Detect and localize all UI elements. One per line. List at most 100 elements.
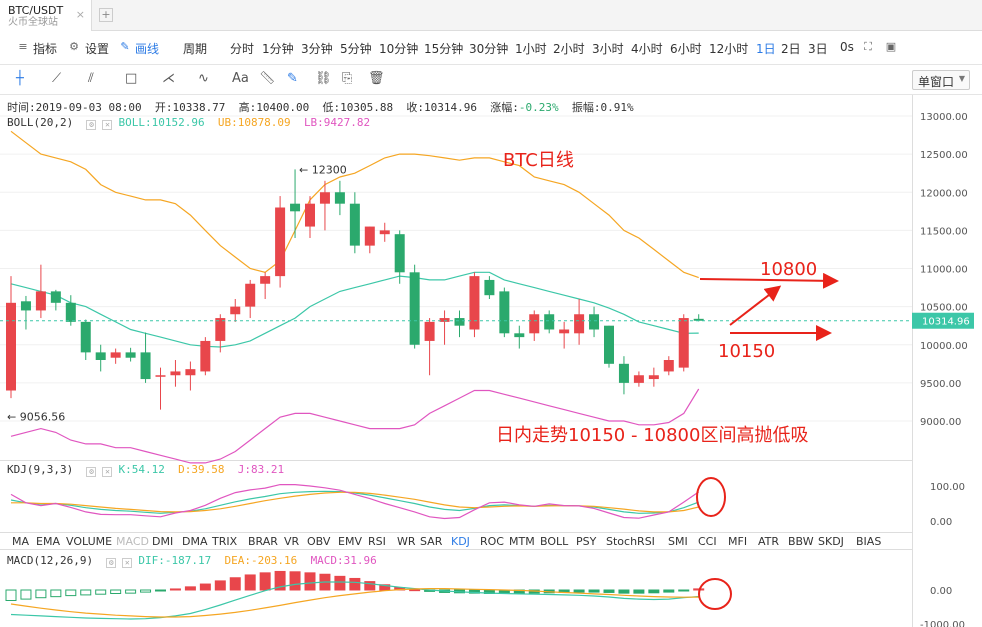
period-item[interactable]: 30分钟 (469, 42, 509, 56)
indicator-tab[interactable]: WR (397, 535, 416, 548)
indicator-tab[interactable]: BBW (788, 535, 814, 548)
indicator-tab[interactable]: VR (284, 535, 300, 548)
macd-hist-bar (319, 573, 331, 591)
text-tool[interactable]: Aa (232, 71, 249, 86)
indicator-tab[interactable]: OBV (307, 535, 331, 548)
annotation-down-target: 10150 (718, 341, 775, 362)
indicator-tab[interactable]: BOLL (540, 535, 569, 548)
kdj-j-line (10, 484, 700, 520)
indicator-tab[interactable]: SMI (668, 535, 688, 548)
period-item[interactable]: 4小时 (631, 42, 663, 56)
indicator-tab-active[interactable]: KDJ (451, 535, 470, 548)
settings-icon[interactable]: ⚙ (106, 558, 117, 568)
indicator-tab[interactable]: VOLUME (66, 535, 113, 548)
macd-hist-bar (259, 572, 271, 591)
macd-hist-bar (663, 589, 675, 593)
parallel-icon[interactable]: ⫽ (88, 71, 94, 86)
candle-body (693, 318, 704, 321)
macd-hist-bar (483, 589, 495, 594)
wave-icon[interactable]: ∿ (198, 71, 209, 86)
candle-body (648, 375, 659, 380)
indicator-tab[interactable]: CCI (698, 535, 717, 548)
boll-lower-line (10, 388, 700, 464)
macd-hist-bar (603, 589, 615, 593)
draw-button[interactable]: 画线 (135, 42, 160, 56)
indicator-tab[interactable]: ATR (758, 535, 780, 548)
ruler-icon[interactable]: 📏︎ (259, 71, 276, 86)
indicator-tab[interactable]: MA (12, 535, 30, 548)
add-tab-button[interactable]: + (99, 8, 113, 22)
toolbar-periods: ≡ 指标 ⚙ 设置 ✎ 画线 周期 分时 1分钟 3分钟 5分钟 10分钟 15… (0, 31, 982, 90)
fork-icon[interactable]: ⋌ (162, 71, 175, 86)
close-icon[interactable]: ✕ (102, 120, 113, 130)
settings-icon[interactable]: ⚙ (86, 120, 97, 130)
trash-icon[interactable]: 🗑︎ (368, 71, 385, 86)
period-item[interactable]: 3小时 (592, 42, 624, 56)
period-item[interactable]: 10分钟 (379, 42, 419, 56)
indicators-button[interactable]: 指标 (33, 42, 58, 56)
macd-hist-bar (678, 589, 690, 592)
macd-tick-label: -1000.00 (920, 620, 965, 627)
indicator-tab[interactable]: SKDJ (818, 535, 844, 548)
tab-btc-usdt[interactable]: BTC/USDT 火币全球站 × (0, 0, 92, 31)
candle-body (260, 276, 271, 284)
indicator-tab[interactable]: MFI (728, 535, 748, 548)
indicator-tab[interactable]: BRAR (248, 535, 278, 548)
window-select[interactable]: 单窗口 ▼ (912, 70, 970, 90)
indicator-tab[interactable]: MTM (509, 535, 535, 548)
crosshair-icon[interactable]: ┼ (16, 71, 24, 86)
macd-hist-bar (648, 589, 660, 594)
period-item[interactable]: 2小时 (553, 42, 585, 56)
indicator-tab[interactable]: DMA (182, 535, 208, 548)
tab-bar: BTC/USDT 火币全球站 × + (0, 0, 982, 31)
chain-icon[interactable]: ⛓︎ (315, 71, 332, 86)
period-item[interactable]: 5分钟 (340, 42, 372, 56)
macd-hist-bar (349, 577, 361, 591)
indicator-tab[interactable]: PSY (576, 535, 597, 548)
indicator-tab[interactable]: ROC (480, 535, 504, 548)
period-item[interactable]: 15分钟 (424, 42, 464, 56)
screenshot-icon[interactable]: ▣ (885, 40, 897, 53)
close-icon[interactable]: ✕ (102, 467, 113, 477)
close-icon[interactable]: × (75, 8, 85, 21)
period-item[interactable]: 2日 (781, 42, 801, 56)
indicator-tab[interactable]: EMV (338, 535, 362, 548)
indicator-tab[interactable]: EMA (36, 535, 60, 548)
indicator-tab[interactable]: BIAS (856, 535, 882, 548)
price-tick-label: 13000.00 (920, 112, 968, 123)
macd-dea-line (10, 587, 699, 618)
copy-icon[interactable]: ⎘ (342, 71, 353, 86)
line-icon[interactable]: ⟋ (52, 71, 62, 86)
period-item[interactable]: 1小时 (515, 42, 547, 56)
indicator-tab[interactable]: MACD (116, 535, 149, 548)
macd-hist-bar (199, 583, 211, 591)
indicator-tab[interactable]: TRIX (212, 535, 238, 548)
indicator-tab[interactable]: StochRSI (606, 535, 655, 548)
candle-body (305, 203, 315, 227)
period-item[interactable]: 3日 (808, 42, 828, 56)
low-marker-label: ← 9056.56 (7, 411, 65, 424)
amp-value: 0.91% (600, 101, 634, 114)
period-item[interactable]: 1分钟 (262, 42, 294, 56)
settings-button[interactable]: 设置 (85, 42, 110, 56)
period-item[interactable]: 12小时 (709, 42, 749, 56)
candle-body (140, 352, 151, 380)
indicator-tab[interactable]: SAR (420, 535, 443, 548)
macd-hist-bar (304, 572, 316, 591)
candle-body (469, 276, 480, 330)
period-item[interactable]: 3分钟 (301, 42, 333, 56)
candle-body (319, 192, 330, 204)
close-icon[interactable]: ✕ (122, 558, 133, 568)
pen-icon[interactable]: ✎ (287, 71, 298, 86)
settings-icon[interactable]: ⚙ (86, 467, 97, 477)
rect-icon[interactable]: □ (125, 71, 138, 86)
fullscreen-icon[interactable]: ⛶ (864, 40, 872, 53)
window-select-value: 单窗口 (918, 75, 955, 89)
pane-divider[interactable] (0, 460, 912, 461)
indicator-tab[interactable]: RSI (368, 535, 386, 548)
period-item-active[interactable]: 1日 (756, 42, 776, 56)
indicator-tab[interactable]: DMI (152, 535, 174, 548)
period-item[interactable]: 6小时 (670, 42, 702, 56)
period-item[interactable]: 分时 (230, 42, 255, 56)
misc-label[interactable]: 0s (840, 40, 854, 54)
